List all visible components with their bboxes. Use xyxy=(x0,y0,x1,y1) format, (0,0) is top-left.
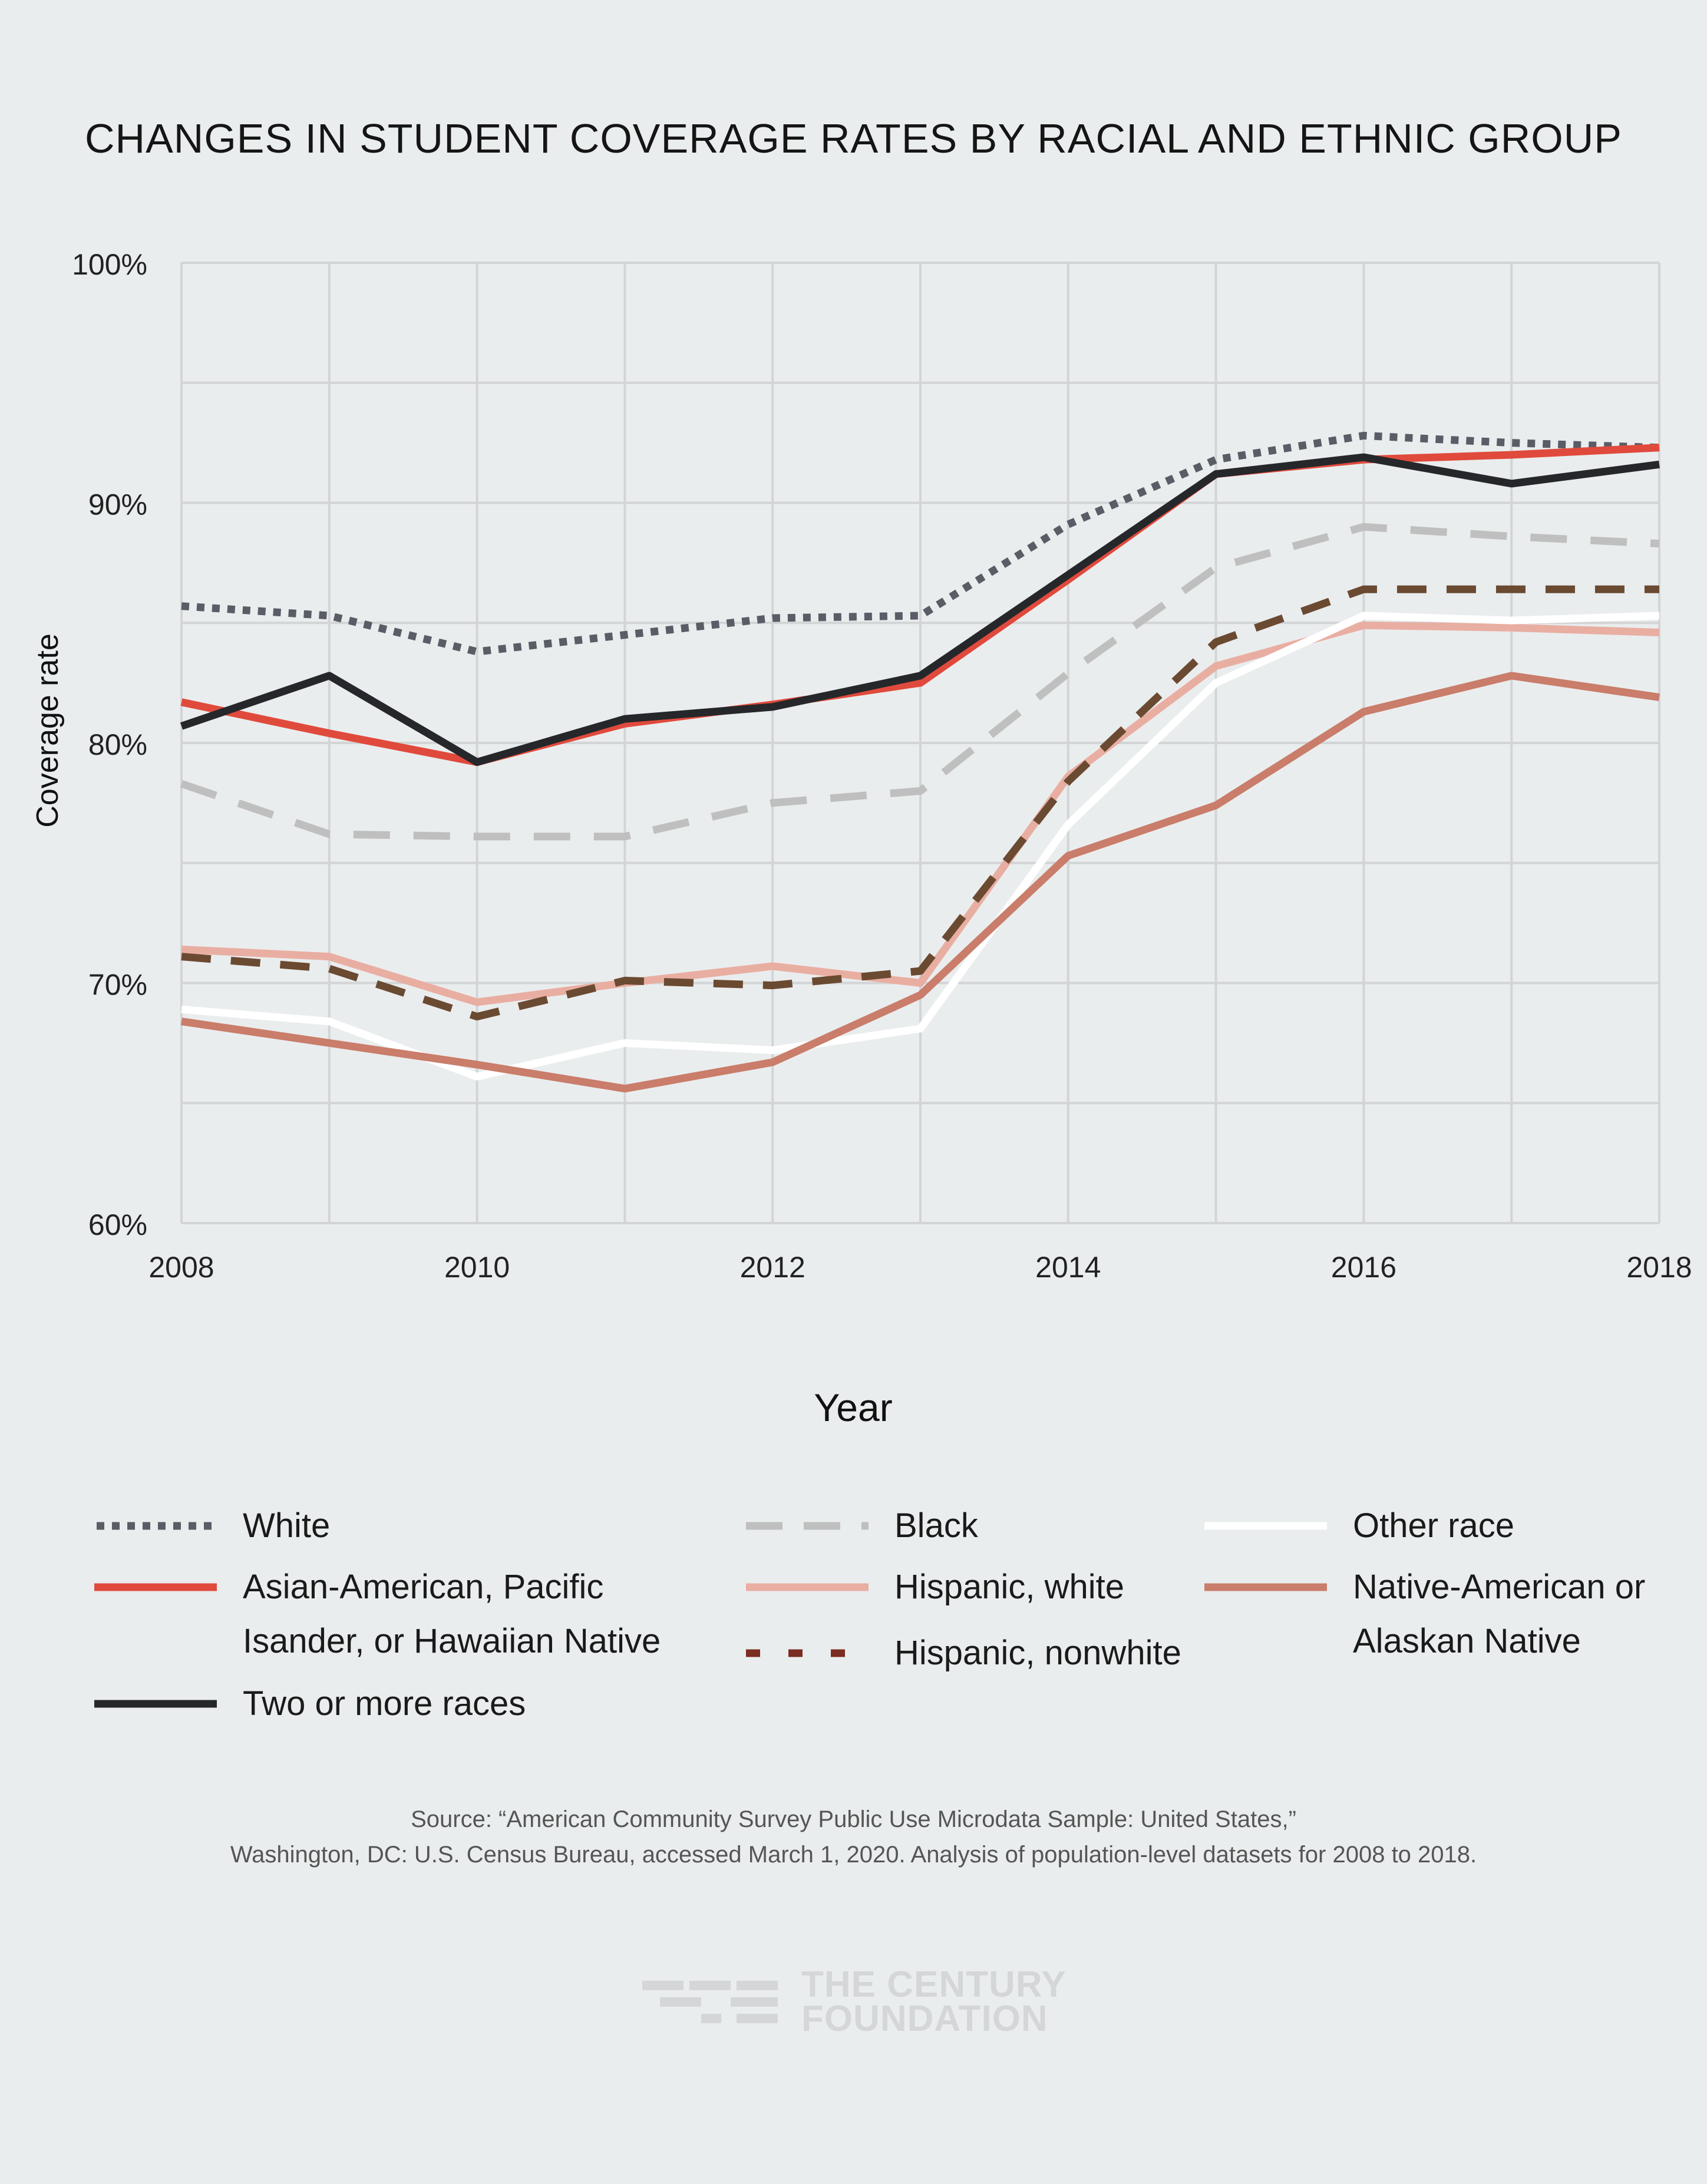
source-line-1: Source: “American Community Survey Publi… xyxy=(411,1806,1296,1832)
x-tick-label: 2008 xyxy=(148,1251,214,1284)
series-line-hispanic-white xyxy=(181,621,1660,1006)
legend-swatch-hispanic-white xyxy=(746,1583,869,1591)
legend-label-black: Black xyxy=(894,1506,978,1545)
legend-item-other-race: Other race xyxy=(1202,1506,1514,1553)
x-tick-label: 2016 xyxy=(1331,1251,1396,1284)
legend-swatch-white xyxy=(97,1522,214,1530)
series-line-hispanic-nonwhite xyxy=(181,585,1659,1021)
legend-label-hispanic-nonwhite: Hispanic, nonwhite xyxy=(894,1634,1181,1672)
y-axis-title: Coverage rate xyxy=(31,633,65,828)
x-tick-label: 2014 xyxy=(1035,1251,1101,1284)
x-tick-label: 2010 xyxy=(444,1251,510,1284)
source-line-2: Washington, DC: U.S. Census Bureau, acce… xyxy=(230,1842,1477,1868)
legend-label-two-or-more: Two or more races xyxy=(243,1684,526,1723)
legend-item-native: Native-American or Alaskan Native xyxy=(1202,1568,1645,1668)
legend-label-other-race: Other race xyxy=(1353,1506,1514,1545)
legend-label-native-line1: Native-American or xyxy=(1353,1568,1646,1606)
legend-label-asian-line2: Isander, or Hawaiian Native xyxy=(243,1622,661,1660)
legend-swatch-two-or-more xyxy=(94,1700,217,1708)
x-tick-label: 2018 xyxy=(1626,1251,1692,1284)
logo-mark-icon xyxy=(642,1981,778,2023)
legend-label-native-line2: Alaskan Native xyxy=(1353,1622,1581,1660)
legend-swatch-black xyxy=(746,1522,869,1530)
y-tick-label: 70% xyxy=(88,969,147,1002)
legend-item-black: Black xyxy=(744,1506,978,1553)
legend-item-hispanic-nonwhite: Hispanic, nonwhite xyxy=(744,1634,1181,1680)
legend-swatch-other-race xyxy=(1204,1522,1327,1530)
legend-item-white: White xyxy=(92,1506,330,1553)
legend-swatch-hispanic-nonwhite xyxy=(746,1649,869,1657)
legend-label-asian-line1: Asian-American, Pacific xyxy=(243,1568,604,1606)
series-line-black xyxy=(180,523,1660,841)
legend-swatch-asian xyxy=(94,1583,217,1591)
y-tick-label: 90% xyxy=(88,488,147,521)
y-tick-label: 60% xyxy=(88,1208,147,1241)
legend-label-hispanic-white: Hispanic, white xyxy=(894,1568,1125,1606)
legend-item-asian: Asian-American, Pacific Isander, or Hawa… xyxy=(92,1568,661,1668)
legend-label-native: Native-American or Alaskan Native xyxy=(1353,1560,1645,1668)
logo-text-line1: THE CENTURY xyxy=(801,1964,1067,2005)
x-tick-label: 2012 xyxy=(740,1251,805,1284)
legend-item-two-or-more: Two or more races xyxy=(92,1684,526,1731)
legend-item-hispanic-white: Hispanic, white xyxy=(744,1568,1124,1614)
century-foundation-logo: THE CENTURY FOUNDATION xyxy=(642,1964,1067,2039)
series-line-asian-american-pacific-isander-or-hawaiian-native xyxy=(180,444,1660,766)
legend-label-white: White xyxy=(243,1506,331,1545)
logo-text-line2: FOUNDATION xyxy=(801,1998,1048,2039)
legend-swatch-native xyxy=(1204,1583,1327,1591)
series-line-white xyxy=(181,431,1660,656)
chart-title: CHANGES IN STUDENT COVERAGE RATES BY RAC… xyxy=(85,115,1622,161)
y-tick-label: 80% xyxy=(88,728,147,761)
series-line-native-american-or-alaskan-native xyxy=(181,672,1660,1093)
line-chart: 60% 70% 80% 90% 100% 2008 2010 2012 2014 2016 2018… xyxy=(31,248,1692,1429)
logo-text: THE CENTURY FOUNDATION xyxy=(801,1964,1067,2039)
series-line-two-or-more-races xyxy=(180,453,1660,766)
x-axis-title: Year xyxy=(814,1386,892,1429)
source-note: Source: “American Community Survey Publi… xyxy=(0,1802,1707,1872)
legend-label-asian: Asian-American, Pacific Isander, or Hawa… xyxy=(243,1560,661,1668)
y-tick-label: 100% xyxy=(72,248,147,281)
